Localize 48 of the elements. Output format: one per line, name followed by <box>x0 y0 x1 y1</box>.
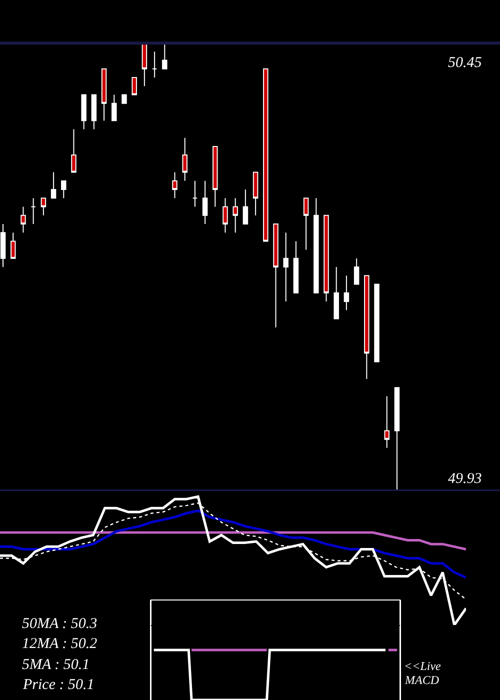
ref-line-label: 49.93 <box>448 471 482 487</box>
candlestick <box>222 198 228 234</box>
text: 12MA : 50.2 <box>22 636 98 652</box>
text: 5MA : 50.1 <box>22 657 90 673</box>
ref-line-label: 50.45 <box>448 55 482 71</box>
candlestick <box>81 94 86 130</box>
candlestick <box>314 198 319 294</box>
candlestick <box>364 275 370 380</box>
candlestick <box>0 223 6 268</box>
candlestick <box>252 172 258 216</box>
candlestick <box>242 189 248 224</box>
candlestick <box>202 180 208 224</box>
candlestick <box>122 94 127 104</box>
text: Price : 50.1 <box>22 677 94 693</box>
candlestick <box>30 198 36 224</box>
candlestick <box>344 275 350 311</box>
candlestick <box>293 240 299 294</box>
candlestick <box>212 146 218 208</box>
candlestick <box>112 94 117 122</box>
candlestick <box>263 68 268 242</box>
candlestick <box>10 232 16 259</box>
candlestick <box>384 396 390 448</box>
candlestick <box>273 223 278 328</box>
candlestick <box>101 68 107 122</box>
candlestick <box>354 258 360 285</box>
candlestick <box>91 94 97 130</box>
candlestick <box>374 284 380 362</box>
candlestick <box>71 128 76 173</box>
candlestick <box>283 232 288 302</box>
text: <<Live <box>404 659 442 673</box>
candlestick <box>142 42 148 87</box>
candlestick <box>152 51 158 78</box>
candlestick <box>162 42 168 70</box>
candlestick <box>172 172 178 199</box>
annotation: 50MA : 50.3 <box>22 616 98 632</box>
candlestick <box>61 180 66 199</box>
candlestick <box>334 266 339 320</box>
candlestick <box>303 198 309 250</box>
candlestick <box>232 198 238 234</box>
candlestick <box>192 180 198 208</box>
candlestick <box>394 387 400 491</box>
candlestick <box>182 137 188 182</box>
candlestick <box>50 172 56 199</box>
text: MACD <box>404 673 440 687</box>
candlestick <box>20 206 26 234</box>
candlestick <box>324 214 329 302</box>
candlestick <box>132 77 137 96</box>
candlestick <box>40 198 46 216</box>
